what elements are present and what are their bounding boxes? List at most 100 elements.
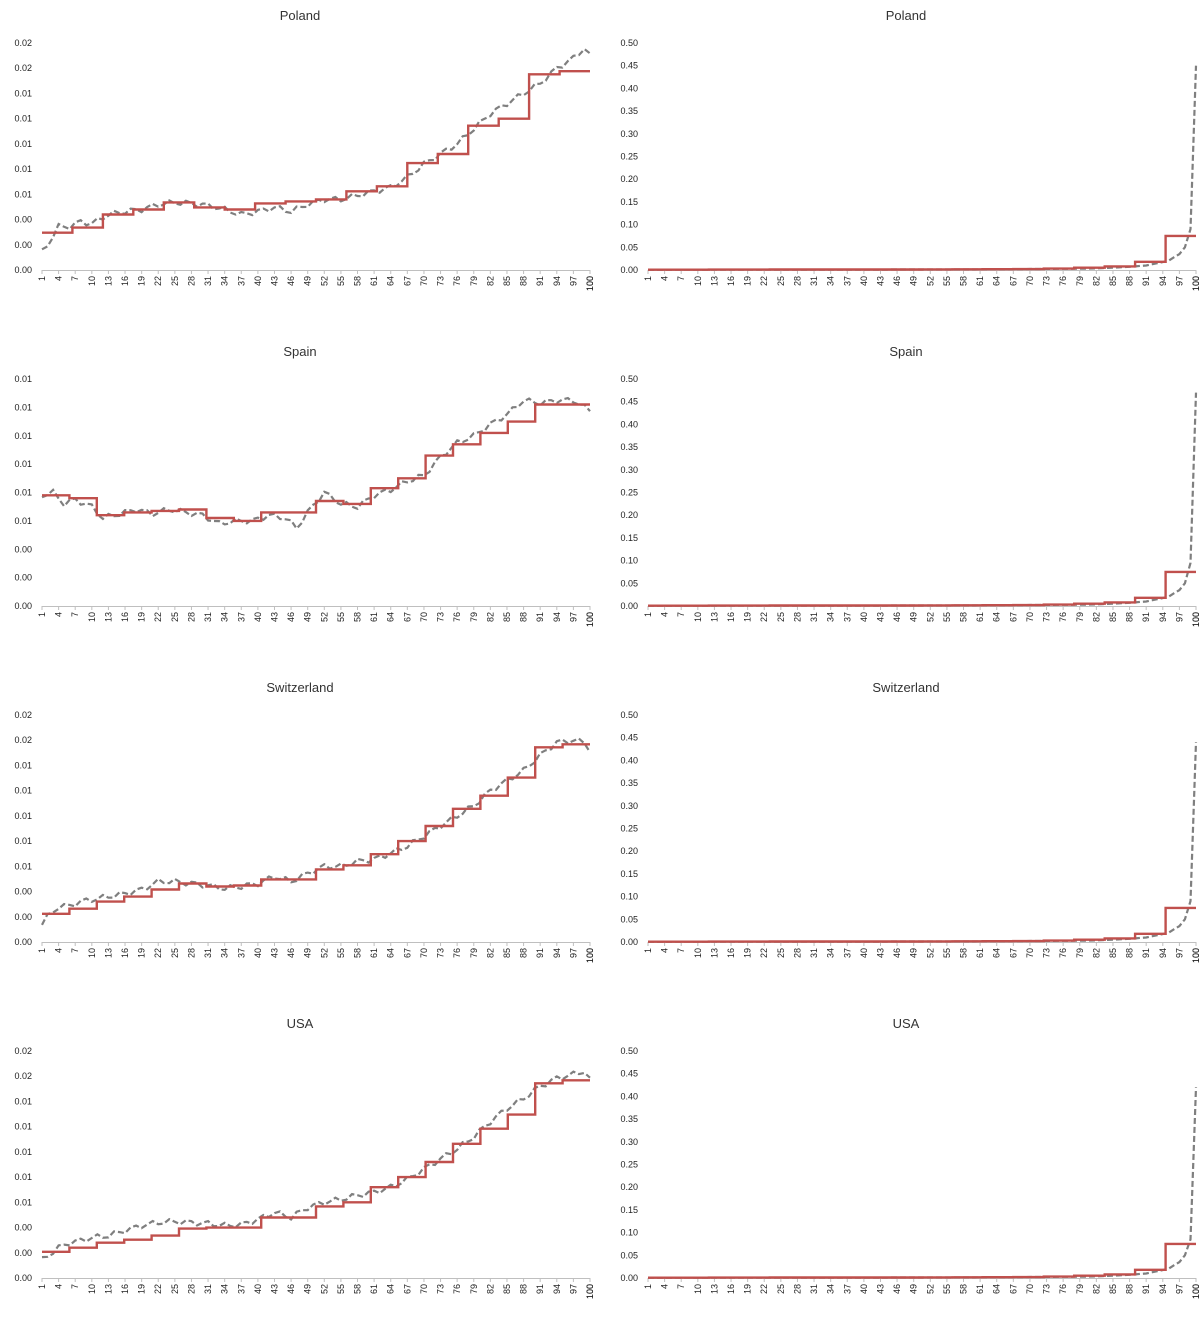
x-tick-label: 49 (303, 1284, 313, 1294)
y-tick-label: 0.01 (14, 1147, 32, 1157)
y-tick-label: 0.00 (620, 937, 638, 947)
y-tick-label: 0.01 (14, 1122, 32, 1132)
y-tick-label: 0.35 (620, 1114, 638, 1124)
x-tick-label: 49 (909, 1284, 919, 1294)
y-tick-label: 0.05 (620, 242, 638, 252)
x-tick-label: 100 (585, 612, 595, 627)
y-tick-label: 0.20 (620, 510, 638, 520)
x-tick-label: 64 (992, 612, 1002, 622)
y-tick-label: 0.00 (620, 601, 638, 611)
y-tick-label: 0.05 (620, 914, 638, 924)
x-tick-label: 52 (319, 1284, 329, 1294)
x-tick-label: 1 (643, 948, 653, 953)
chart-title: Spain (889, 344, 923, 359)
x-tick-label: 70 (1025, 948, 1035, 958)
y-tick-label: 0.05 (620, 578, 638, 588)
x-tick-label: 4 (660, 948, 670, 953)
y-tick-label: 0.01 (14, 516, 32, 526)
x-tick-label: 49 (909, 948, 919, 958)
y-tick-label: 0.15 (620, 869, 638, 879)
x-tick-label: 52 (319, 948, 329, 958)
x-tick-label: 4 (660, 1284, 670, 1289)
chart-title: Spain (283, 344, 317, 359)
x-tick-label: 88 (519, 948, 529, 958)
y-tick-label: 0.02 (14, 63, 32, 73)
x-tick-label: 34 (826, 276, 836, 286)
x-tick-label: 22 (759, 948, 769, 958)
x-tick-label: 16 (726, 948, 736, 958)
y-tick-label: 0.35 (620, 778, 638, 788)
y-tick-label: 0.40 (620, 1091, 638, 1101)
x-tick-label: 82 (485, 612, 495, 622)
x-tick-label: 46 (286, 276, 296, 286)
x-tick-label: 40 (253, 948, 263, 958)
x-tick-label: 64 (992, 1284, 1002, 1294)
x-tick-label: 4 (660, 612, 670, 617)
x-tick-label: 37 (236, 276, 246, 286)
x-tick-label: 85 (502, 1284, 512, 1294)
x-tick-label: 28 (792, 948, 802, 958)
x-tick-label: 31 (809, 1284, 819, 1294)
y-tick-label: 0.01 (14, 1096, 32, 1106)
chart-plot: 0.00 0.00 0.00 0.01 0.01 0.01 0.01 0.01 0.02 0.02… (14, 710, 595, 963)
x-tick-label: 94 (1158, 948, 1168, 958)
x-tick-label: 7 (676, 276, 686, 281)
x-tick-label: 73 (1042, 1284, 1052, 1294)
x-tick-label: 52 (319, 612, 329, 622)
y-tick-label: 0.50 (620, 38, 638, 48)
x-tick-label: 49 (303, 612, 313, 622)
x-tick-label: 67 (1008, 948, 1018, 958)
x-tick-label: 49 (303, 948, 313, 958)
x-tick-label: 13 (709, 612, 719, 622)
x-tick-label: 43 (269, 1284, 279, 1294)
x-tick-label: 73 (436, 276, 446, 286)
x-tick-label: 31 (203, 276, 213, 286)
x-tick-label: 28 (186, 1284, 196, 1294)
x-tick-label: 16 (726, 1284, 736, 1294)
x-tick-label: 94 (552, 276, 562, 286)
x-tick-label: 28 (186, 276, 196, 286)
chart-title: Switzerland (266, 680, 334, 695)
x-tick-label: 46 (286, 948, 296, 958)
x-tick-label: 13 (103, 948, 113, 958)
x-tick-label: 19 (137, 612, 147, 622)
y-tick-label: 0.00 (620, 1273, 638, 1283)
x-tick-label: 25 (776, 1284, 786, 1294)
x-tick-label: 34 (220, 276, 230, 286)
x-tick-label: 37 (236, 948, 246, 958)
y-tick-label: 0.00 (14, 912, 32, 922)
y-tick-label: 0.50 (620, 710, 638, 720)
y-tick-label: 0.25 (620, 152, 638, 162)
x-tick-label: 79 (469, 612, 479, 622)
x-tick-label: 76 (1058, 1284, 1068, 1294)
x-tick-label: 79 (469, 948, 479, 958)
y-tick-label: 0.10 (620, 1228, 638, 1238)
x-tick-label: 52 (925, 948, 935, 958)
series-line-step (648, 1242, 1196, 1279)
x-tick-label: 85 (502, 612, 512, 622)
x-tick-label: 19 (743, 276, 753, 286)
x-tick-label: 85 (1108, 948, 1118, 958)
x-tick-label: 7 (70, 1284, 80, 1289)
x-tick-label: 25 (776, 612, 786, 622)
y-tick-label: 0.25 (620, 1160, 638, 1170)
x-tick-label: 76 (1058, 948, 1068, 958)
y-tick-label: 0.25 (620, 488, 638, 498)
x-tick-label: 76 (1058, 612, 1068, 622)
x-tick-label: 49 (303, 276, 313, 286)
y-tick-label: 0.35 (620, 106, 638, 116)
chart-title: Poland (279, 8, 321, 23)
y-tick-label: 0.01 (14, 811, 32, 821)
y-tick-label: 0.02 (14, 1046, 32, 1056)
y-tick-label: 0.01 (14, 402, 32, 412)
x-tick-label: 61 (369, 948, 379, 958)
y-tick-label: 0.00 (14, 1248, 32, 1258)
chart-panel: Switzerland 0.00 0.05 0.10 0.15 0.20 0.25 0.30 0… (606, 672, 1200, 1008)
x-tick-label: 91 (1141, 612, 1151, 622)
x-tick-label: 82 (485, 948, 495, 958)
x-tick-label: 34 (826, 1284, 836, 1294)
x-tick-label: 10 (87, 612, 97, 622)
x-tick-label: 97 (1174, 276, 1184, 286)
y-tick-label: 0.00 (14, 1223, 32, 1233)
x-tick-label: 40 (253, 612, 263, 622)
